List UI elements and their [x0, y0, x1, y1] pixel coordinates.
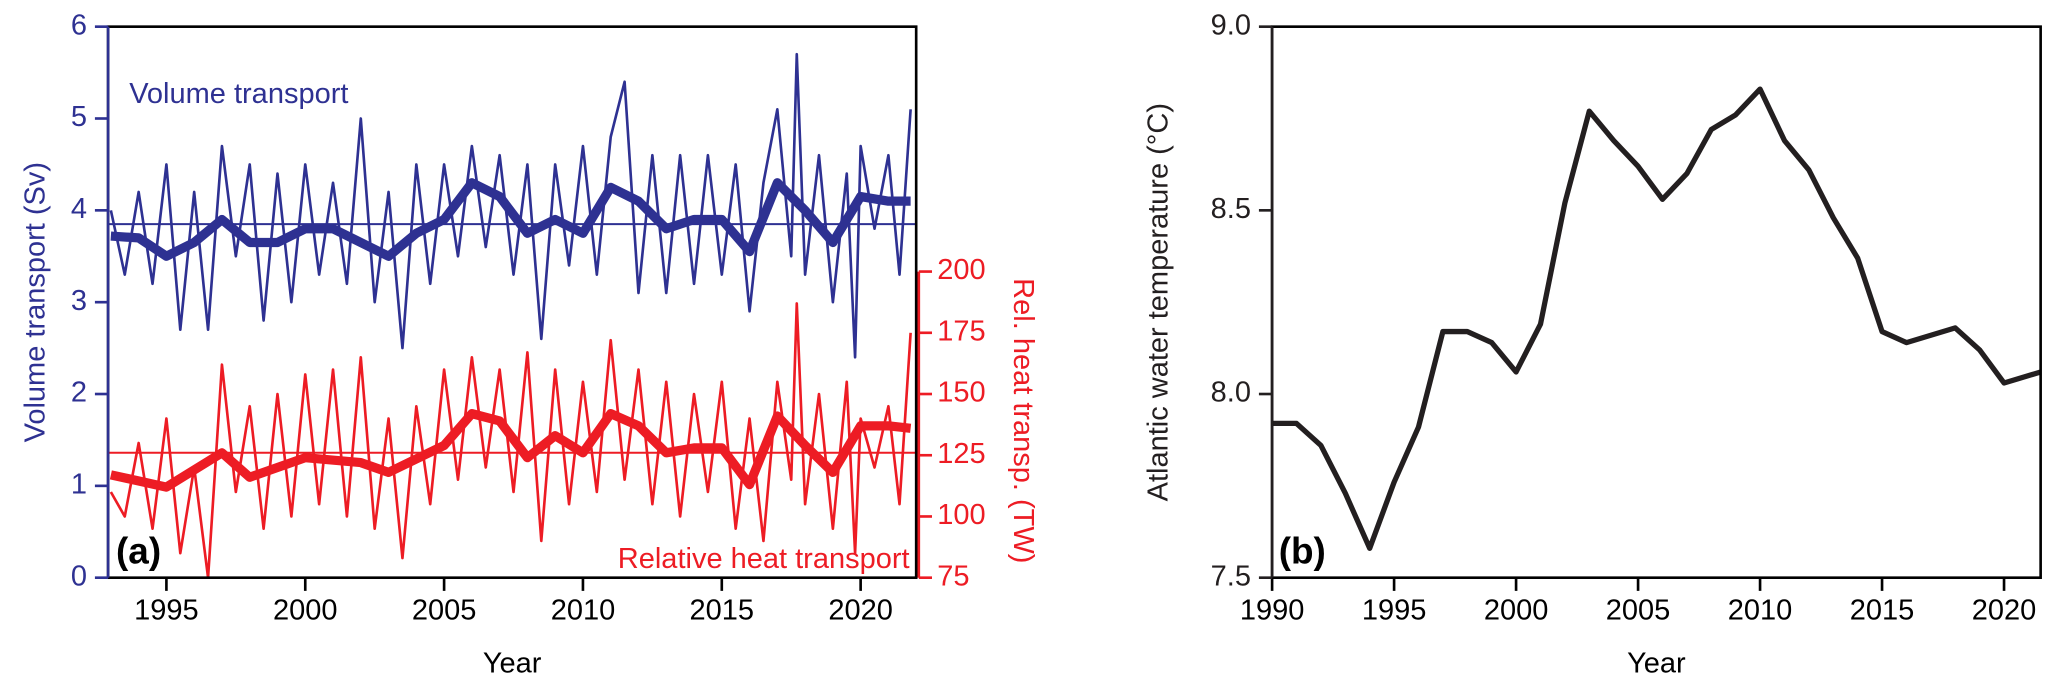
y-tick-label: 9.0	[1211, 9, 1251, 41]
y-tick-label: 7.5	[1211, 560, 1251, 592]
data-line	[110, 178, 911, 261]
panel-label: (a)	[116, 531, 161, 572]
y2-tick-label: 75	[937, 560, 969, 592]
x-tick-label: 2015	[690, 595, 755, 627]
x-tick-label: 2005	[412, 595, 477, 627]
x-tick-label: 1995	[134, 595, 199, 627]
y-axis-title: Atlantic water temperature (°C)	[1143, 103, 1175, 501]
x-tick-label: 2000	[1484, 595, 1549, 627]
x-tick-label: 2010	[551, 595, 616, 627]
y-tick-label: 5	[71, 101, 87, 133]
data-line	[109, 52, 912, 359]
x-tick-label: 2015	[1850, 595, 1915, 627]
y2-tick-label: 100	[937, 499, 985, 531]
data-line	[109, 302, 912, 580]
annotation: Relative heat transport	[618, 543, 910, 575]
x-tick-label: 2010	[1728, 595, 1793, 627]
y-tick-label: 2	[71, 377, 87, 409]
x-tick-label: 1995	[1362, 595, 1427, 627]
y-axis-title: Volume transport (Sv)	[20, 162, 52, 442]
y-tick-label: 8.0	[1211, 377, 1251, 409]
x-tick-label: 2020	[1972, 595, 2037, 627]
y2-tick-label: 175	[937, 315, 985, 347]
y2-tick-label: 125	[937, 438, 985, 470]
y2-axis-title: Rel. heat transp. (TW)	[1007, 278, 1039, 563]
x-tick-label: 2000	[273, 595, 338, 627]
y-tick-label: 6	[71, 9, 87, 41]
y-tick-label: 3	[71, 285, 87, 317]
y-tick-label: 0	[71, 560, 87, 592]
data-line	[109, 408, 912, 492]
data-line	[1272, 86, 2042, 551]
x-axis-title: Year	[1627, 647, 1686, 679]
y-tick-label: 8.5	[1211, 193, 1251, 225]
y2-tick-label: 200	[937, 254, 985, 286]
y2-tick-label: 150	[937, 377, 985, 409]
x-tick-label: 2020	[828, 595, 893, 627]
x-tick-label: 1990	[1240, 595, 1305, 627]
x-tick-label: 2005	[1606, 595, 1671, 627]
x-axis-title: Year	[483, 647, 542, 679]
y-tick-label: 1	[71, 469, 87, 501]
panel-label: (b)	[1279, 531, 1326, 572]
y-tick-label: 4	[71, 193, 87, 225]
annotation: Volume transport	[129, 78, 348, 110]
